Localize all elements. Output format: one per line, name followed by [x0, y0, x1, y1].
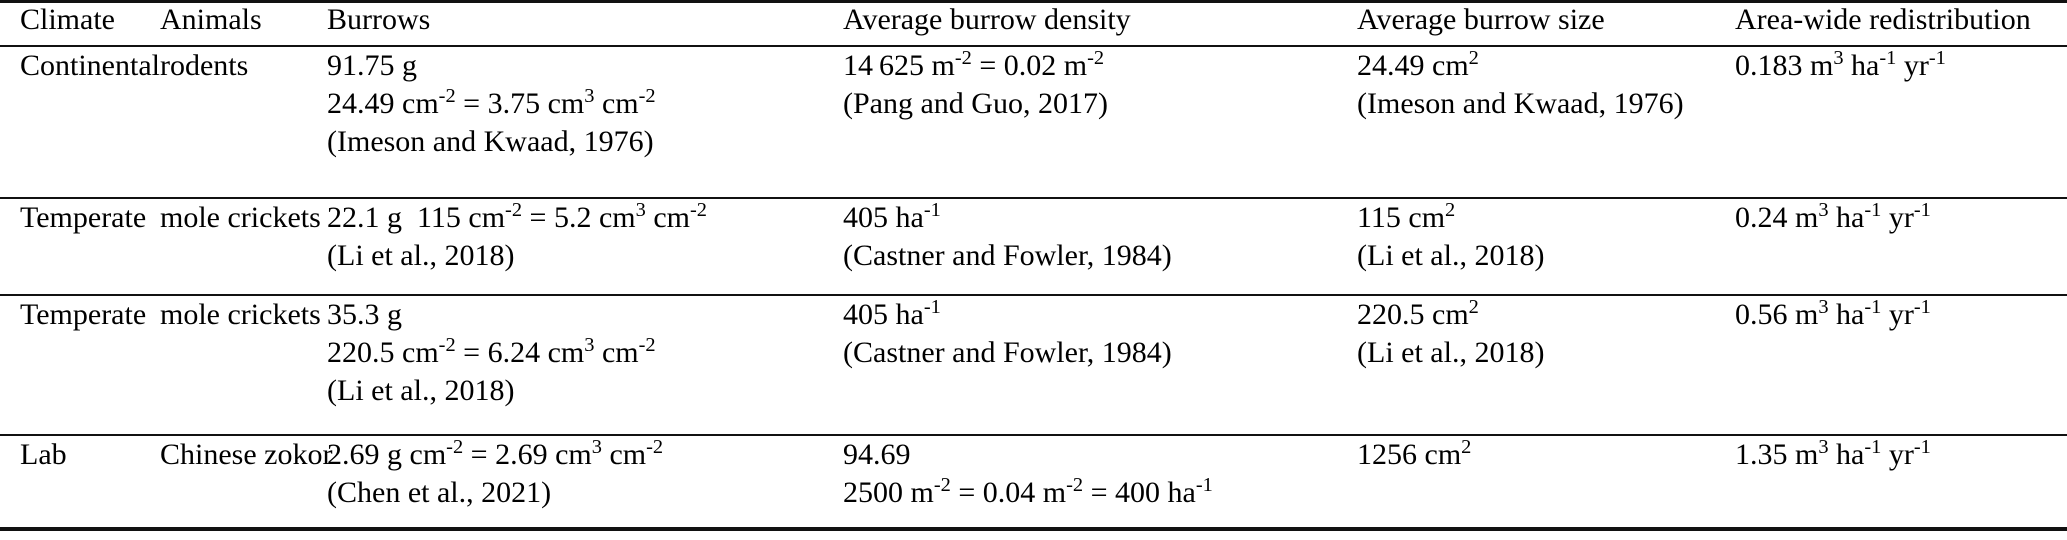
cell-burrows: 2.69 g cm-2 = 2.69 cm3 cm-2 (Chen et al.…: [327, 435, 843, 529]
cell-climate: Temperate: [0, 295, 160, 435]
cell-size: 115 cm2 (Li et al., 2018): [1357, 198, 1735, 295]
cell-size: 1256 cm2: [1357, 435, 1735, 529]
table-header: Climate Animals Burrows Average burrow d…: [0, 0, 2067, 47]
table-row-temperate-mole-crickets-2: Temperate mole crickets 35.3 g 220.5 cm-…: [0, 295, 2067, 435]
burrows-value: 22.1 g 115 cm-2 = 5.2 cm3 cm-2: [327, 198, 707, 234]
cell-size: 220.5 cm2 (Li et al., 2018): [1357, 295, 1735, 435]
density-value: 2500 m-2 = 0.04 m-2 = 400 ha-1: [843, 473, 1213, 509]
density-value: 405 ha-1: [843, 198, 941, 234]
cell-redistribution: 0.183 m3 ha-1 yr-1: [1735, 46, 2067, 198]
density-value: 14 625 m-2 = 0.02 m-2: [843, 46, 1105, 82]
size-value: 115 cm2: [1357, 198, 1456, 234]
cell-animals: mole crickets: [160, 295, 327, 435]
climate-value: Temperate: [20, 297, 147, 331]
burrows-value: 91.75 g: [327, 48, 417, 82]
cell-animals: rodents: [160, 46, 327, 198]
citation: (Li et al., 2018): [1357, 335, 1545, 369]
table-body: Continental rodents 91.75 g 24.49 cm-2 =…: [0, 46, 2067, 529]
cell-density: 405 ha-1 (Castner and Fowler, 1984): [843, 198, 1357, 295]
size-value: 1256 cm2: [1357, 435, 1472, 471]
cell-redistribution: 1.35 m3 ha-1 yr-1: [1735, 435, 2067, 529]
column-header-size: Average burrow size: [1357, 0, 1735, 47]
column-header-climate: Climate: [0, 0, 160, 47]
redistribution-value: 0.24 m3 ha-1 yr-1: [1735, 198, 1931, 234]
cell-animals: Chinese zokor: [160, 435, 333, 529]
cell-climate: Lab: [0, 435, 160, 529]
table-row-temperate-mole-crickets-1: Temperate mole crickets 22.1 g 115 cm-2 …: [0, 198, 2067, 295]
header-row: Climate Animals Burrows Average burrow d…: [0, 0, 2067, 47]
citation: (Castner and Fowler, 1984): [843, 238, 1172, 272]
size-value: 24.49 cm2: [1357, 46, 1479, 82]
animals-value: mole crickets: [160, 297, 321, 331]
citation: (Pang and Guo, 2017): [843, 86, 1108, 120]
cell-size: 24.49 cm2 (Imeson and Kwaad, 1976): [1357, 46, 1735, 198]
citation: (Chen et al., 2021): [327, 475, 552, 509]
column-header-redistribution: Area-wide redistribution: [1735, 0, 2067, 47]
column-header-burrows: Burrows: [327, 0, 843, 47]
table-row-continental-rodents: Continental rodents 91.75 g 24.49 cm-2 =…: [0, 46, 2067, 198]
citation: (Li et al., 2018): [327, 373, 515, 407]
cell-density: 14 625 m-2 = 0.02 m-2 (Pang and Guo, 201…: [843, 46, 1357, 198]
cell-burrows: 91.75 g 24.49 cm-2 = 3.75 cm3 cm-2 (Imes…: [327, 46, 843, 198]
animals-value: Chinese zokor: [160, 437, 333, 471]
redistribution-value: 1.35 m3 ha-1 yr-1: [1735, 435, 1931, 471]
size-value: 220.5 cm2: [1357, 295, 1479, 331]
climate-value: Temperate: [20, 200, 147, 234]
citation: (Li et al., 2018): [1357, 238, 1545, 272]
animals-value: rodents: [160, 48, 249, 82]
citation: (Li et al., 2018): [327, 238, 515, 272]
burrows-value: 2.69 g cm-2 = 2.69 cm3 cm-2: [327, 435, 664, 471]
density-value: 94.69: [843, 437, 911, 471]
redistribution-value: 0.183 m3 ha-1 yr-1: [1735, 46, 1946, 82]
cell-density: 94.69 2500 m-2 = 0.04 m-2 = 400 ha-1: [843, 435, 1357, 529]
column-header-animals: Animals: [160, 0, 327, 47]
cell-climate: Temperate: [0, 198, 160, 295]
redistribution-value: 0.56 m3 ha-1 yr-1: [1735, 295, 1931, 331]
column-header-density: Average burrow density: [843, 0, 1357, 47]
cell-redistribution: 0.56 m3 ha-1 yr-1: [1735, 295, 2067, 435]
cell-burrows: 35.3 g 220.5 cm-2 = 6.24 cm3 cm-2 (Li et…: [327, 295, 843, 435]
cell-burrows: 22.1 g 115 cm-2 = 5.2 cm3 cm-2 (Li et al…: [327, 198, 843, 295]
climate-value: Lab: [20, 437, 67, 471]
burrows-value: 24.49 cm-2 = 3.75 cm3 cm-2: [327, 84, 656, 120]
burrows-value: 220.5 cm-2 = 6.24 cm3 cm-2: [327, 333, 656, 369]
cell-redistribution: 0.24 m3 ha-1 yr-1: [1735, 198, 2067, 295]
table-row-lab-chinese-zokor: Lab Chinese zokor 2.69 g cm-2 = 2.69 cm3…: [0, 435, 2067, 529]
burrows-value: 35.3 g: [327, 297, 402, 331]
citation: (Imeson and Kwaad, 1976): [1357, 86, 1684, 120]
citation: (Castner and Fowler, 1984): [843, 335, 1172, 369]
citation: (Imeson and Kwaad, 1976): [327, 124, 654, 158]
animals-value: mole crickets: [160, 200, 321, 234]
climate-value: Continental: [20, 48, 160, 82]
cell-density: 405 ha-1 (Castner and Fowler, 1984): [843, 295, 1357, 435]
density-value: 405 ha-1: [843, 295, 941, 331]
cell-animals: mole crickets: [160, 198, 327, 295]
cell-climate: Continental: [0, 46, 160, 198]
